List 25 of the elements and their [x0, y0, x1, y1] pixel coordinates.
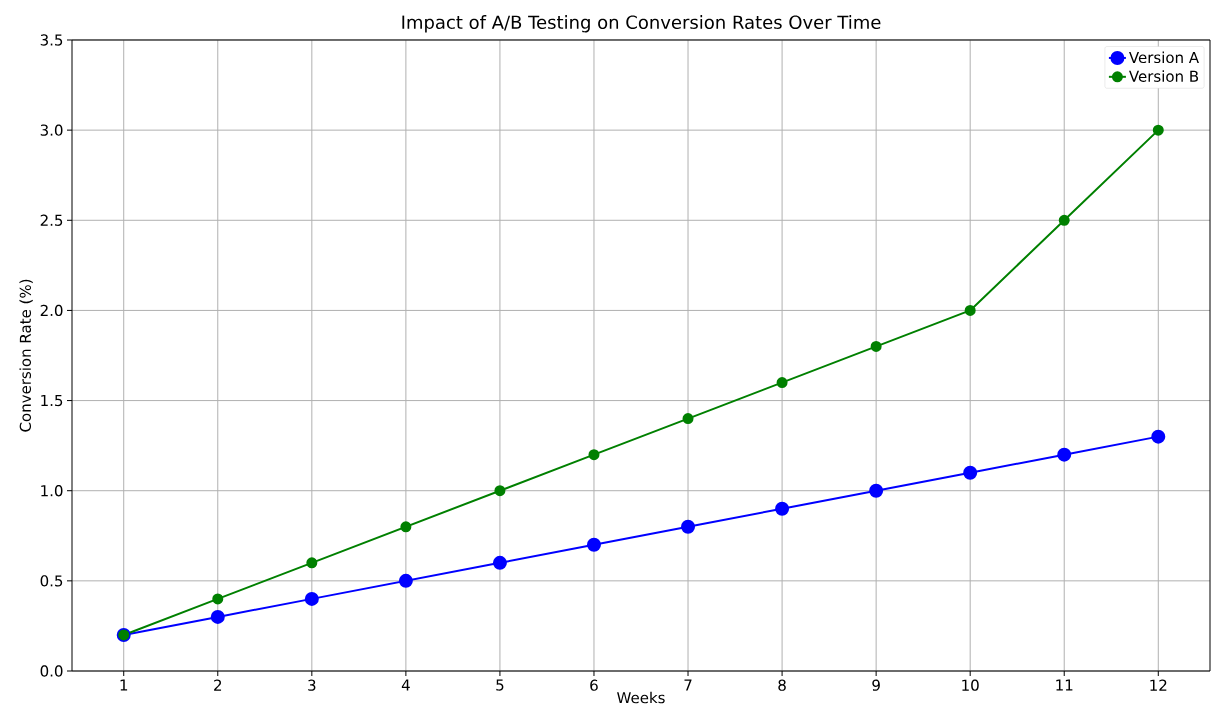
y-tick-label: 1.0	[41, 485, 63, 497]
x-axis-title: Weeks	[617, 691, 665, 704]
legend-label: Version A	[1129, 51, 1199, 64]
y-tick-label: 3.5	[40, 34, 63, 46]
x-tick-label: 10	[962, 679, 979, 691]
x-tick-label: 4	[401, 679, 410, 691]
x-tick-label: 1	[120, 679, 128, 691]
x-tick-label: 8	[778, 679, 786, 691]
x-tick-label: 6	[590, 679, 598, 691]
x-tick-label: 7	[684, 679, 692, 691]
y-tick-label: 3.0	[40, 124, 63, 136]
y-tick-label: 0.5	[40, 575, 63, 587]
y-axis-title: Conversion Rate (%)	[19, 279, 33, 432]
x-tick-label: 11	[1056, 679, 1073, 691]
x-tick-label: 9	[872, 679, 880, 691]
y-tick-label: 2.0	[40, 304, 63, 317]
x-tick-label: 2	[214, 679, 222, 691]
x-tick-label: 3	[308, 679, 316, 691]
x-tick-label: 12	[1150, 679, 1167, 691]
y-tick-label: 2.5	[40, 214, 63, 226]
legend-label: Version B	[1129, 70, 1199, 82]
chart-title: Impact of A/B Testing on Conversion Rates Over Time	[402, 15, 881, 33]
x-tick-label: 5	[496, 679, 504, 691]
y-tick-label: 0.0	[40, 665, 63, 677]
y-tick-label: 1.5	[41, 394, 63, 407]
